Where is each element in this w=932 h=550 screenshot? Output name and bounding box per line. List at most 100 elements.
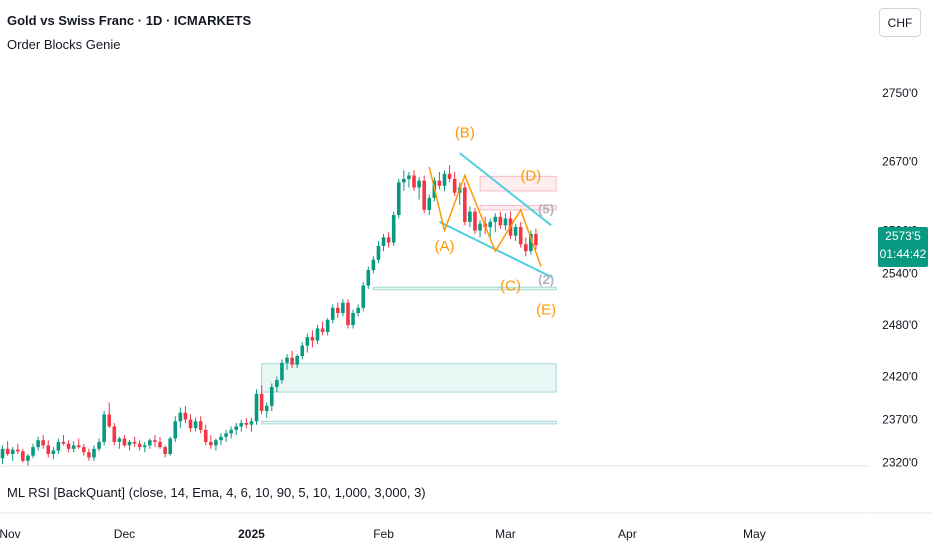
price-tick-label: 2370'0 [882, 413, 918, 427]
price-axis: 2750'02670'02590'02540'02480'02420'02370… [882, 86, 918, 470]
candle-body [112, 426, 117, 442]
candle-body [518, 227, 523, 245]
candle-body [488, 221, 493, 228]
candle-body [219, 436, 223, 441]
candle-body [503, 218, 508, 226]
time-tick-label: Feb [373, 527, 394, 541]
rsi-indicator-label[interactable]: ML RSI [BackQuant] (close, 14, Ema, 4, 6… [7, 485, 426, 500]
indicator-label[interactable]: Order Blocks Genie [7, 37, 121, 52]
candle-body [117, 438, 122, 442]
order-block-zones [261, 175, 557, 425]
candle-body [346, 302, 350, 326]
candle-body [239, 423, 244, 427]
price-tick-label: 2670'0 [882, 155, 918, 169]
candle-body [229, 429, 233, 434]
candle-body [10, 449, 15, 454]
candle-body [163, 447, 167, 454]
candle-body [330, 307, 335, 320]
candle-body [158, 441, 162, 448]
candle-body [315, 328, 320, 341]
candle-body [188, 419, 193, 429]
price-tick-label: 2750'0 [882, 86, 918, 100]
candle-body [447, 173, 452, 179]
chart-title: Gold vs Swiss Franc · 1D · ICMARKETS [7, 13, 252, 28]
candle-body [36, 440, 40, 448]
candle-body [102, 414, 106, 442]
candle-body [361, 285, 366, 308]
candle-body [51, 450, 56, 454]
candle-body [320, 328, 325, 332]
wave-label: (5) [538, 201, 554, 216]
candle-body [97, 441, 101, 449]
candle-body [122, 438, 127, 446]
candle-body [193, 421, 198, 429]
candle-body [386, 237, 391, 243]
candle-body [376, 245, 381, 260]
candle-body [259, 393, 264, 411]
candle-body [513, 227, 518, 236]
pattern-label: (B) [455, 125, 475, 142]
candle-body [21, 451, 25, 461]
candle-body [300, 345, 305, 356]
candle-body [264, 405, 269, 411]
candle-body [198, 421, 203, 430]
candle-body [427, 197, 432, 210]
pattern-label: (A) [435, 238, 455, 255]
candle-body [249, 421, 254, 425]
candle-body [92, 448, 96, 458]
order-block-zone [479, 175, 557, 192]
order-block-zone [479, 205, 557, 211]
candle-body [153, 440, 157, 442]
candle-body [417, 180, 421, 188]
candle-body [0, 448, 5, 459]
candle-body [168, 438, 172, 454]
time-tick-label: Mar [495, 527, 516, 541]
candle-body [295, 355, 299, 365]
candle-body [336, 307, 340, 314]
candle-body [46, 445, 51, 454]
candle-body [356, 307, 360, 314]
candle-body [310, 337, 315, 341]
candle-body [41, 440, 45, 446]
candle-body [498, 216, 503, 226]
candle-body [275, 380, 279, 387]
candle-body [107, 414, 112, 427]
candle-body [285, 357, 289, 363]
candle-body [290, 357, 294, 365]
candle-body [127, 441, 132, 446]
currency-button[interactable]: CHF [879, 8, 921, 37]
bar-countdown: 01:44:42 [879, 247, 927, 261]
last-price-badge: 2573'5 01:44:42 [878, 227, 928, 267]
candle-body [371, 259, 376, 271]
candle-body [82, 447, 86, 453]
candle-body [366, 270, 371, 286]
candle-body [244, 423, 249, 425]
candle-body [56, 441, 61, 451]
candle-body [402, 178, 406, 183]
candle-body [280, 362, 284, 381]
time-tick-label: Nov [0, 527, 21, 541]
candle-body [61, 441, 66, 444]
candle-body [381, 237, 386, 246]
candle-body [452, 178, 457, 193]
order-block-zone [261, 420, 557, 425]
candle-body [437, 180, 442, 186]
candle-body [493, 216, 498, 222]
candle-body [529, 233, 533, 252]
candle-body [396, 182, 401, 216]
order-block-zone [261, 363, 557, 393]
pattern-path [428, 166, 542, 267]
pattern-label: (E) [536, 302, 556, 319]
candle-body [254, 393, 259, 422]
time-axis: Nov Dec 2025 Feb Mar Apr May [0, 527, 766, 541]
candle-body [351, 313, 355, 326]
time-tick-label: May [743, 527, 766, 541]
elliott-pattern: (A) (B) (C) (D) (E) (5) (2) [428, 125, 556, 319]
candle-body [422, 180, 426, 210]
time-tick-label: Apr [618, 527, 637, 541]
pattern-label: (D) [520, 168, 541, 185]
candle-body [137, 443, 142, 448]
candle-body [87, 452, 91, 458]
candle-body [132, 441, 137, 444]
